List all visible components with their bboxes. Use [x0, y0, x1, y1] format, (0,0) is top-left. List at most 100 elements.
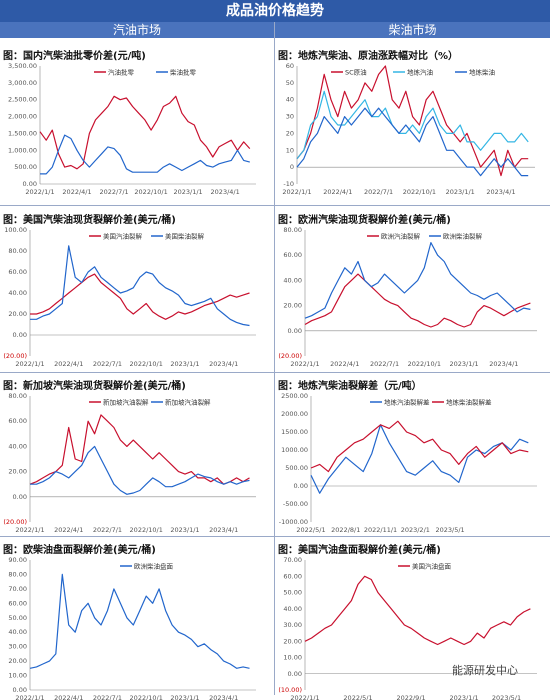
chart-title: 图：欧洲汽柴油现货裂解价差(美元/桶)	[278, 215, 451, 226]
y-tick-label: 0.00	[294, 482, 308, 490]
y-tick-label: 40.00	[8, 628, 27, 636]
legend-label: 地炼汽油裂解差	[384, 398, 430, 407]
legend-label: 欧洲柴油盘面	[134, 562, 174, 571]
row-divider	[0, 205, 550, 206]
y-tick-label: 40.00	[283, 605, 302, 613]
x-tick-label: 2022/4/1	[323, 188, 352, 196]
x-tick-label: 2023/1/1	[170, 360, 199, 368]
y-tick-label: (10.00)	[278, 686, 302, 694]
watermark-text: 能源研发中心	[452, 664, 518, 677]
y-tick-label: 90.00	[8, 556, 27, 564]
x-tick-label: 2022/1/1	[15, 360, 44, 368]
legend-label: 欧洲柴油裂解	[443, 232, 483, 241]
y-tick-label: 30.00	[8, 643, 27, 651]
chart-title: 图：美国汽油盘面裂解价差(美元/桶)	[278, 545, 441, 556]
x-tick-label: 2023/2/1	[401, 526, 430, 534]
x-tick-label: 2023/5/1	[435, 526, 464, 534]
y-tick-label: 40.00	[8, 442, 27, 450]
y-tick-label: 60.00	[8, 268, 27, 276]
chart-title: 图：国内汽柴油批零价差(元/吨)	[3, 51, 146, 62]
left-column-header: 汽油市场	[0, 22, 274, 38]
y-tick-label: 1000.00	[281, 446, 308, 454]
y-tick-label: 100.00	[4, 226, 27, 234]
y-tick-label: 60.00	[283, 251, 302, 259]
series-line	[304, 273, 531, 328]
x-tick-label: 2023/1/1	[170, 526, 199, 534]
y-tick-label: -1000.00	[279, 518, 308, 526]
x-tick-label: 2022/4/1	[62, 188, 91, 196]
y-tick-label: 10.00	[8, 672, 27, 680]
y-tick-label: (20.00)	[3, 518, 27, 526]
x-tick-label: 2022/1/1	[15, 526, 44, 534]
x-tick-label: 2022/7/1	[93, 360, 122, 368]
chart-title: 图：新加坡汽柴油现货裂解价差(美元/桶)	[3, 381, 186, 392]
y-tick-label: 80.00	[283, 226, 302, 234]
x-tick-label: 2022/1/1	[25, 188, 54, 196]
y-tick-label: 20.00	[283, 637, 302, 645]
legend-label: 新加坡汽油裂解	[103, 398, 149, 407]
x-tick-label: 2023/4/1	[209, 360, 238, 368]
y-tick-label: 20.00	[8, 657, 27, 665]
legend-label: 美国汽油盘面	[412, 562, 452, 571]
legend-label: SC原油	[345, 68, 367, 77]
chart-svg: (20.00) 0.00 20.00 40.00 60.00 80.00 2022/1/1 2…	[278, 226, 537, 368]
chart-svg: -10 0 10 20 30 40 50 60 2022/1/1 2022/4/1 2022/7/1…	[282, 62, 535, 196]
y-tick-label: 20.00	[283, 302, 302, 310]
y-tick-label: 0.00	[23, 180, 37, 188]
x-tick-label: 2023/4/1	[209, 526, 238, 534]
y-tick-label: 0.00	[288, 327, 302, 335]
x-tick-label: 2023/4/1	[211, 188, 240, 196]
x-tick-label: 2023/1/1	[449, 360, 478, 368]
series-line	[29, 573, 250, 669]
x-tick-label: 2022/8/1	[331, 526, 360, 534]
x-tick-label: 2022/10/1	[408, 360, 441, 368]
x-tick-label: 2023/4/1	[486, 188, 515, 196]
y-tick-label: 60.00	[8, 417, 27, 425]
series-line	[30, 445, 250, 495]
legend-label: 地炼汽油	[407, 68, 433, 77]
x-tick-label: 2022/1/1	[282, 188, 311, 196]
y-tick-label: 80.00	[8, 247, 27, 255]
chart-panel-eu-diesel-futures: 图：欧柴油盘面裂解价差(美元/桶) 0.00 10.00 20.00 30.00 40.…	[0, 540, 274, 700]
y-tick-label: 50.00	[283, 589, 302, 597]
x-tick-label: 2022/7/1	[99, 188, 128, 196]
y-tick-label: 10	[286, 146, 294, 154]
y-tick-label: 500.00	[14, 163, 37, 171]
y-tick-label: 50.00	[8, 614, 27, 622]
y-tick-label: 0.00	[13, 331, 27, 339]
y-tick-label: 0.00	[13, 686, 27, 694]
x-tick-label: 2022/4/1	[54, 526, 83, 534]
y-tick-label: 0	[290, 163, 294, 171]
legend-label: 地炼柴油	[469, 68, 495, 77]
series-line	[29, 414, 250, 485]
chart-panel-refinery-crack: 图：地炼汽柴油裂解差（元/吨） -1000.00 -500.00 0.00 500.0…	[275, 376, 549, 536]
y-tick-label: 3,500.00	[8, 62, 37, 70]
y-tick-label: 70.00	[8, 585, 27, 593]
legend-label: 美国汽油裂解	[103, 232, 143, 241]
x-tick-label: 2022/7/1	[364, 188, 393, 196]
chart-panel-sg-crack: 图：新加坡汽柴油现货裂解价差(美元/桶) (20.00) 0.00 20.00 40.…	[0, 376, 274, 536]
y-tick-label: 60.00	[283, 572, 302, 580]
chart-title: 图：地炼汽柴油、原油涨跌幅对比（%）	[278, 51, 459, 62]
y-tick-label: 30	[286, 113, 294, 121]
y-tick-label: 0.00	[288, 670, 302, 678]
series-line	[310, 420, 529, 473]
x-tick-label: 2022/4/1	[330, 360, 359, 368]
y-tick-label: 2000.00	[281, 410, 308, 418]
chart-panel-domestic-spread: 图：国内汽柴油批零价差(元/吨) 0.00 500.00 1,000.00 1,500…	[0, 46, 274, 206]
y-tick-label: 40.00	[8, 289, 27, 297]
series-line	[304, 575, 531, 646]
series-line	[304, 241, 531, 319]
row-divider	[0, 372, 550, 373]
x-tick-label: 2023/1/1	[174, 188, 203, 196]
x-tick-label: 2022/5/1	[296, 526, 325, 534]
y-tick-label: 60	[286, 62, 294, 70]
y-tick-label: 60.00	[8, 599, 27, 607]
y-tick-label: -10	[283, 180, 294, 188]
y-tick-label: 3,000.00	[8, 79, 37, 87]
y-tick-label: 30.00	[283, 621, 302, 629]
y-tick-label: (20.00)	[3, 352, 27, 360]
x-tick-label: 2022/7/1	[93, 526, 122, 534]
chart-panel-eu-crack: 图：欧洲汽柴油现货裂解价差(美元/桶) (20.00) 0.00 20.00 40.0…	[275, 210, 549, 370]
y-tick-label: 2500.00	[281, 392, 308, 400]
